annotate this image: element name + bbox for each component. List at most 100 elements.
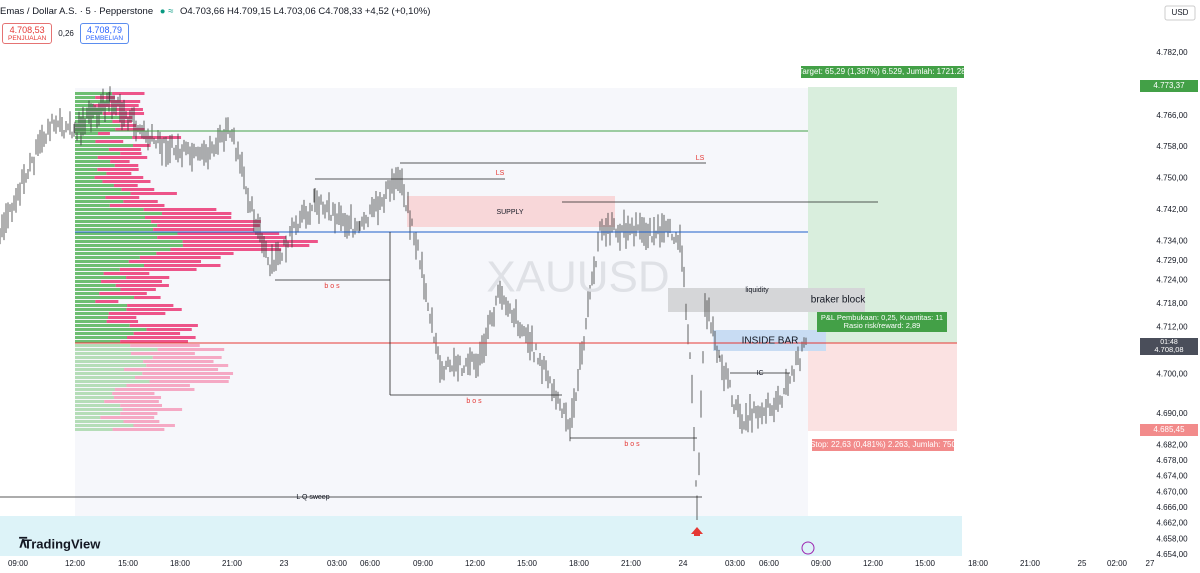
volume-profile [102, 180, 151, 183]
trade-buttons: 4.708,53 PENJUALAN 0,26 4.708,79 PEMBELIAN [2, 23, 130, 44]
price-tick-label: 4.742,00 [1156, 205, 1188, 214]
volume-profile [75, 348, 158, 351]
volume-profile [127, 336, 196, 339]
volume-profile [75, 228, 154, 231]
buy-label[interactable]: PEMBELIAN [85, 35, 124, 42]
volume-profile [75, 160, 111, 163]
volume-profile [114, 388, 195, 391]
volume-profile [108, 148, 141, 151]
volume-profile [103, 272, 150, 275]
volume-profile [75, 336, 128, 339]
currency[interactable]: USD [1172, 8, 1189, 17]
volume-profile [75, 340, 121, 343]
price-tick-label: 4.729,00 [1156, 256, 1188, 265]
volume-profile [135, 376, 230, 379]
annotation: b o s [324, 283, 340, 290]
volume-profile [126, 276, 170, 279]
price-tick-label: 4.662,00 [1156, 519, 1188, 528]
price-tick-label: 4.700,00 [1156, 370, 1188, 379]
volume-profile [130, 192, 177, 195]
volume-profile [123, 200, 158, 203]
volume-profile [75, 244, 183, 247]
volume-profile [177, 232, 280, 235]
volume-profile [129, 324, 198, 327]
volume-profile [75, 424, 134, 427]
buy-button[interactable]: 4.708,79 PEMBELIAN [79, 23, 130, 44]
volume-profile [139, 256, 221, 259]
volume-profile [97, 156, 148, 159]
volume-profile [122, 408, 183, 411]
volume-profile [75, 332, 134, 335]
volume-profile [75, 324, 130, 327]
buy-price[interactable]: 4.708,79 [86, 25, 122, 35]
volume-profile [75, 232, 178, 235]
volume-profile [75, 180, 103, 183]
volume-profile [75, 96, 96, 99]
volume-profile [75, 92, 113, 95]
symbol[interactable]: Emas / Dollar A.S. · 5 · Pepperstone [0, 6, 154, 17]
braker-block [668, 288, 865, 312]
time-tick-label: 18:00 [170, 559, 191, 568]
volume-profile [149, 380, 229, 383]
volume-profile [170, 248, 282, 251]
volume-profile [75, 376, 136, 379]
volume-profile [130, 344, 200, 347]
currency-box[interactable] [1164, 5, 1196, 21]
volume-profile [75, 240, 183, 243]
time-tick-label: 24 [679, 559, 688, 568]
volume-profile [75, 276, 127, 279]
volume-profile [110, 160, 130, 163]
volume-profile [124, 368, 219, 371]
volume-profile [75, 140, 96, 143]
sell-label[interactable]: PENJUALAN [8, 35, 47, 42]
volume-profile [75, 196, 106, 199]
price-tick-label: 4.674,00 [1156, 472, 1188, 481]
volume-profile [161, 212, 232, 215]
volume-profile [142, 372, 234, 375]
price-tick-label: 4.654,00 [1156, 550, 1188, 559]
spread: 0,26 [58, 29, 74, 38]
volume-profile [108, 316, 137, 319]
time-tick-label: 15:00 [517, 559, 538, 568]
volume-profile [75, 224, 158, 227]
volume-profile [99, 292, 147, 295]
volume-profile [95, 96, 115, 99]
time-tick-label: 21:00 [222, 559, 243, 568]
volume-profile [75, 176, 95, 179]
volume-profile [109, 204, 165, 207]
time-tick-label: 02:00 [1107, 559, 1128, 568]
volume-profile [75, 188, 122, 191]
status: ● ≈ [159, 6, 174, 17]
annotation: LS [496, 170, 505, 177]
volume-profile [75, 368, 125, 371]
time-tick-label: 27 [1146, 559, 1155, 568]
volume-profile [119, 268, 197, 271]
logo: TradingView [24, 536, 101, 551]
sell-button[interactable]: 4.708,53 PENJUALAN [2, 23, 53, 44]
volume-profile [127, 304, 174, 307]
volume-profile [75, 204, 110, 207]
pnl-bg [817, 312, 947, 332]
volume-profile [144, 216, 232, 219]
volume-profile [112, 92, 145, 95]
volume-profile [75, 148, 109, 151]
volume-profile [75, 156, 98, 159]
price-tick-label: 4.670,00 [1156, 487, 1188, 496]
time-tick-label: 21:00 [1020, 559, 1041, 568]
volume-profile [75, 108, 117, 111]
time-tick-label: 21:00 [621, 559, 642, 568]
volume-profile [101, 280, 162, 283]
sell-price[interactable]: 4.708,53 [9, 25, 45, 35]
volume-profile [75, 384, 127, 387]
time-tick-label: 15:00 [915, 559, 936, 568]
volume-profile [115, 128, 145, 131]
price-tick-label: 4.658,00 [1156, 534, 1188, 543]
volume-profile [75, 420, 124, 423]
badge-text: 4.773,37 [1153, 81, 1185, 90]
volume-profile [113, 184, 138, 187]
target-label-bg [801, 66, 964, 78]
logo-mark: ⊼ [18, 535, 28, 551]
volume-profile [75, 344, 131, 347]
volume-profile [75, 164, 115, 167]
